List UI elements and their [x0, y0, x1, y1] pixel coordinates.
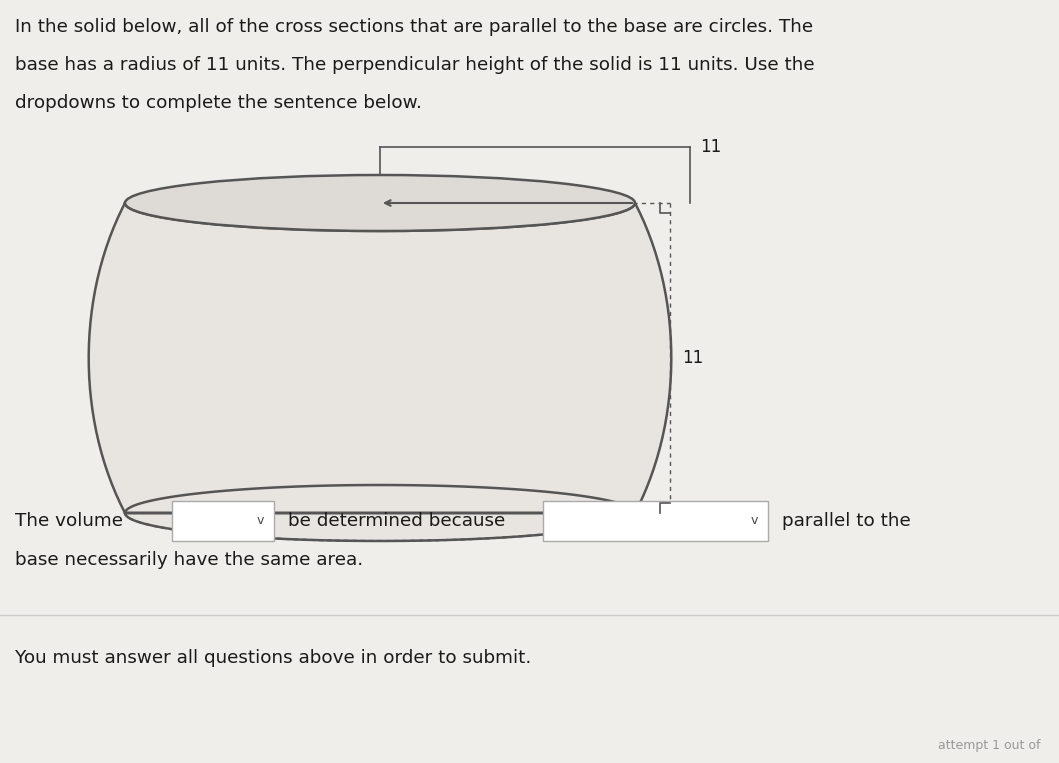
Text: You must answer all questions above in order to submit.: You must answer all questions above in o…	[15, 649, 532, 667]
Text: 11: 11	[682, 349, 703, 367]
Text: be determined because: be determined because	[288, 512, 505, 530]
Text: v: v	[256, 514, 264, 527]
FancyBboxPatch shape	[172, 501, 274, 540]
Text: v: v	[751, 514, 757, 527]
Text: 11: 11	[700, 138, 721, 156]
Text: attempt 1 out of: attempt 1 out of	[937, 739, 1040, 752]
Text: parallel to the: parallel to the	[782, 512, 911, 530]
Ellipse shape	[125, 175, 635, 231]
Polygon shape	[89, 203, 671, 541]
Text: dropdowns to complete the sentence below.: dropdowns to complete the sentence below…	[15, 94, 421, 112]
Text: base necessarily have the same area.: base necessarily have the same area.	[15, 551, 363, 569]
FancyBboxPatch shape	[543, 501, 768, 540]
Text: In the solid below, all of the cross sections that are parallel to the base are : In the solid below, all of the cross sec…	[15, 18, 813, 36]
Text: The volume: The volume	[15, 512, 123, 530]
Text: base has a radius of 11 units. The perpendicular height of the solid is 11 units: base has a radius of 11 units. The perpe…	[15, 56, 814, 74]
